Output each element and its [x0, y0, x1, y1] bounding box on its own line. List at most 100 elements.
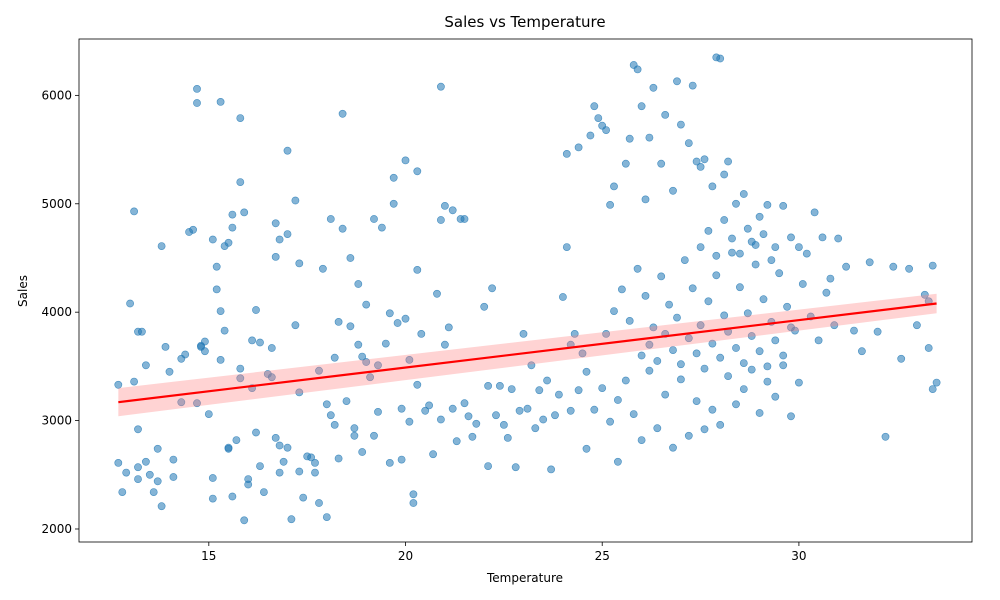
data-point: [315, 366, 323, 375]
data-point: [897, 354, 906, 363]
data-point: [716, 420, 725, 429]
data-point: [739, 385, 748, 393]
data-point: [614, 396, 622, 404]
data-point: [712, 271, 721, 280]
data-point: [586, 131, 595, 140]
data-point: [708, 405, 717, 414]
data-point: [200, 347, 209, 356]
data-point: [795, 378, 803, 387]
axes: 15 20 25 30 2000 3000 4000 5000 6000: [41, 38, 973, 563]
data-point: [618, 285, 626, 294]
data-point: [405, 355, 414, 364]
data-point: [311, 458, 319, 467]
data-point: [212, 285, 221, 294]
x-axis-ticks: 15 20 25 30: [201, 542, 807, 563]
data-point: [137, 327, 146, 336]
data-point: [267, 373, 276, 382]
data-point: [795, 243, 803, 251]
data-point: [928, 261, 937, 270]
data-point: [787, 323, 795, 332]
data-point: [704, 226, 713, 235]
data-point: [606, 417, 614, 426]
data-point: [311, 468, 319, 477]
data-point: [523, 404, 532, 413]
data-point: [779, 351, 788, 360]
data-point: [181, 350, 190, 359]
data-point: [141, 457, 150, 466]
data-point: [543, 376, 551, 385]
data-point: [236, 364, 245, 373]
data-point: [283, 146, 292, 155]
data-point: [661, 111, 670, 119]
data-point: [452, 437, 461, 446]
x-tick-label: 20: [398, 549, 413, 563]
data-point: [405, 417, 414, 426]
data-point: [629, 410, 638, 418]
data-point: [602, 329, 610, 338]
data-point: [216, 98, 225, 106]
data-point: [228, 223, 237, 232]
data-point: [130, 207, 138, 216]
data-point: [633, 264, 642, 273]
data-point: [283, 443, 292, 452]
data-point: [484, 381, 492, 390]
data-point: [334, 454, 343, 463]
data-point: [798, 280, 807, 288]
data-point: [204, 410, 213, 418]
data-point: [315, 499, 323, 507]
data-point: [771, 392, 780, 401]
data-point: [928, 385, 937, 393]
data-point: [409, 499, 418, 507]
data-point: [905, 264, 913, 273]
data-point: [440, 340, 449, 349]
data-point: [193, 399, 201, 408]
data-point: [775, 269, 784, 278]
y-axis-label: Sales: [16, 275, 30, 307]
data-point: [283, 230, 292, 238]
data-point: [216, 355, 225, 364]
data-point: [495, 381, 504, 390]
y-tick-label: 2000: [41, 522, 72, 536]
data-point: [228, 492, 237, 501]
data-point: [295, 259, 304, 268]
regression-line: [118, 302, 937, 404]
data-point: [134, 463, 142, 472]
data-point: [708, 339, 717, 348]
data-point: [826, 274, 835, 283]
data-point: [610, 307, 618, 315]
data-point: [677, 120, 685, 129]
data-point: [771, 336, 780, 345]
data-point: [732, 344, 740, 352]
data-point: [677, 360, 685, 369]
data-point: [287, 515, 296, 524]
data-point: [574, 143, 583, 152]
data-point: [275, 441, 284, 450]
data-point: [582, 444, 591, 453]
data-point: [881, 432, 890, 441]
data-point: [118, 488, 127, 496]
data-point: [381, 339, 390, 348]
data-point: [157, 502, 166, 511]
data-point: [932, 378, 941, 387]
data-point: [436, 82, 445, 91]
data-point: [720, 170, 729, 179]
data-point: [759, 295, 768, 304]
data-point: [511, 463, 520, 472]
data-point: [200, 337, 209, 346]
data-point: [193, 99, 201, 107]
data-point: [610, 182, 618, 191]
data-point: [822, 288, 831, 297]
data-point: [177, 398, 186, 407]
data-point: [256, 338, 264, 347]
data-point: [122, 468, 131, 477]
data-point: [590, 102, 599, 111]
data-point: [661, 390, 670, 399]
data-point: [468, 432, 477, 441]
data-point: [193, 85, 201, 93]
x-tick-label: 15: [201, 549, 216, 563]
data-point: [460, 399, 469, 408]
data-point: [338, 109, 347, 118]
data-point: [322, 513, 331, 521]
data-point: [354, 280, 363, 288]
data-point: [484, 462, 492, 470]
